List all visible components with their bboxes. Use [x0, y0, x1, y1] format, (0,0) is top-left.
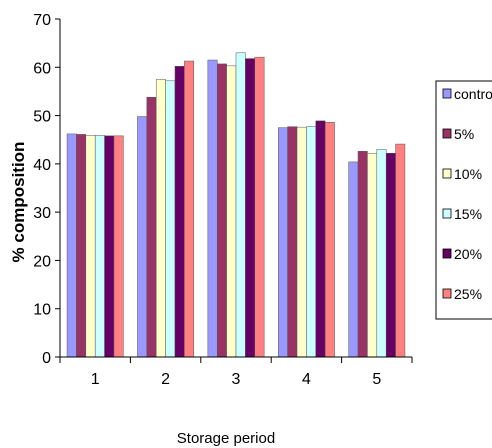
legend-swatch	[442, 248, 452, 259]
legend-swatch	[442, 208, 452, 219]
legend-label: 10%	[454, 166, 482, 182]
bar	[324, 122, 335, 358]
legend-label: 25%	[454, 286, 482, 302]
bar	[155, 79, 166, 358]
legend-label: 15%	[454, 206, 482, 222]
legend-swatch	[442, 88, 452, 99]
x-tick-label: 3	[232, 371, 241, 388]
bar	[395, 143, 406, 358]
bar	[287, 126, 298, 358]
y-tick-label: 40	[33, 157, 51, 174]
y-tick-label: 20	[33, 253, 51, 270]
legend-label: control	[454, 86, 492, 102]
bar	[277, 127, 288, 358]
x-tick-label: 5	[372, 371, 381, 388]
x-tick-label: 2	[161, 371, 170, 388]
legend-swatch	[442, 288, 452, 299]
legend: control 5% 10% 15% 20% 25%	[435, 80, 492, 320]
bar	[207, 59, 218, 358]
bar	[146, 96, 157, 358]
bar	[216, 63, 227, 358]
bar	[104, 135, 115, 358]
legend-label: 5%	[454, 126, 474, 142]
y-tick-label: 70	[33, 12, 51, 29]
y-tick-label: 60	[33, 60, 51, 77]
y-axis-label: % composition	[9, 142, 28, 263]
x-axis-ticks: 1 2 3 4 5	[59, 357, 413, 388]
bar	[245, 58, 256, 358]
y-axis-ticks: 0 10 20 30 40 50 60 70	[33, 12, 60, 367]
y-tick-label: 30	[33, 205, 51, 222]
bar	[254, 56, 265, 358]
bar	[76, 134, 87, 358]
bars	[66, 52, 406, 358]
x-axis-label: Storage period	[177, 430, 275, 447]
legend-box	[435, 80, 492, 320]
bar	[137, 116, 148, 358]
bar	[367, 152, 378, 358]
y-tick-label: 50	[33, 109, 51, 126]
bar	[226, 65, 237, 358]
legend-label: 20%	[454, 246, 482, 262]
legend-swatch	[442, 168, 452, 179]
y-tick-label: 0	[42, 350, 51, 367]
bar	[235, 52, 246, 358]
bar	[296, 126, 307, 358]
bar	[113, 135, 124, 358]
bar	[165, 80, 176, 358]
x-tick-label: 4	[302, 371, 311, 388]
bar	[174, 66, 185, 358]
legend-swatch	[442, 128, 452, 139]
bar	[376, 149, 387, 358]
bar	[184, 60, 195, 358]
bar	[306, 126, 317, 358]
bar	[315, 120, 326, 358]
bar	[385, 152, 396, 358]
bar	[85, 135, 96, 358]
y-tick-label: 10	[33, 302, 51, 319]
bar	[357, 151, 368, 358]
x-tick-label: 1	[91, 371, 100, 388]
bar	[348, 161, 359, 358]
bar	[94, 135, 105, 358]
bar	[66, 133, 77, 358]
